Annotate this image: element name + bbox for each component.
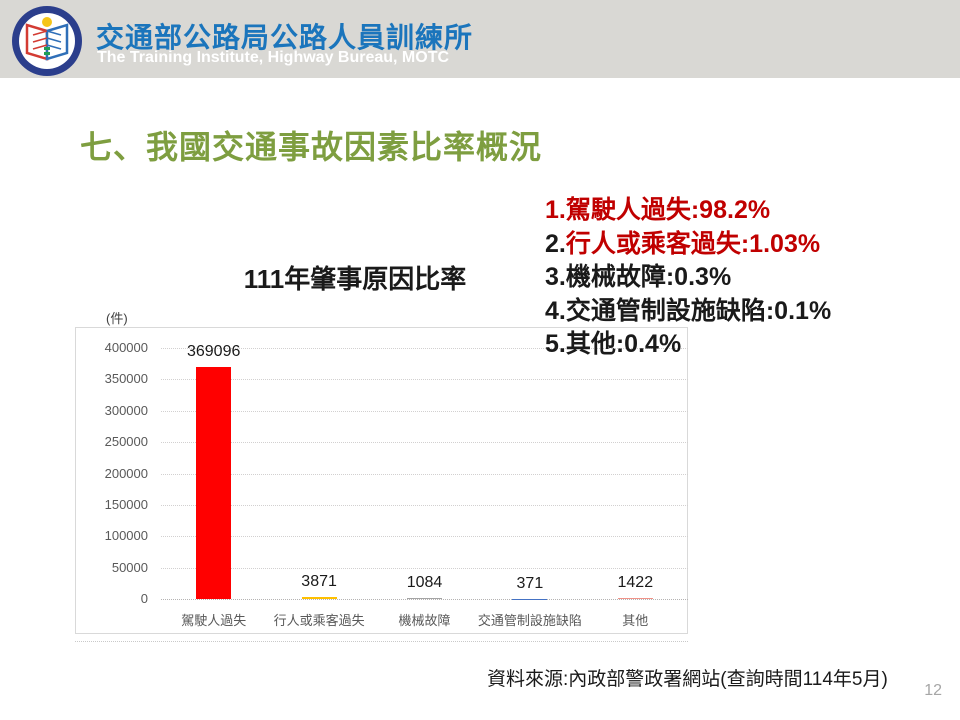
factor-item-number: 4.	[545, 296, 566, 325]
gridline	[161, 504, 688, 506]
factor-list-item: 5.其他:0.4%	[545, 328, 955, 362]
factor-list-item: 2.行人或乘客過失:1.03%	[545, 228, 955, 262]
x-axis-category-label: 交通管制設施缺陷	[477, 613, 582, 628]
factor-list-item: 3.機械故障:0.3%	[545, 261, 955, 295]
factor-item-text: 其他:0.4%	[565, 330, 682, 358]
y-axis-tick-label: 150000	[104, 496, 148, 512]
gridline	[161, 567, 688, 569]
x-axis-category-label: 行人或乘客過失	[273, 613, 365, 628]
factor-item-number: 2.	[545, 229, 566, 258]
header-title-zh: 交通部公路局公路人員訓練所	[96, 22, 474, 53]
factor-item-number: 5.	[545, 330, 566, 358]
factor-list: 1.駕駛人過失:98.2% 2.行人或乘客過失:1.03% 3.機械故障:0.3% 4…	[545, 194, 955, 362]
gridline	[161, 473, 688, 475]
bar-2	[301, 596, 337, 599]
gridline	[161, 410, 688, 412]
gridline	[161, 379, 688, 381]
page-title: 七、我國交通事故因素比率概況	[80, 129, 543, 165]
gridline	[161, 536, 688, 538]
factor-item-text: 駕駛人過失:98.2%	[565, 196, 771, 224]
x-axis-category-label: 機械故障	[398, 613, 451, 628]
y-axis-tick-label: 350000	[104, 371, 148, 387]
chart-underline	[75, 641, 688, 642]
bar-1	[196, 367, 232, 599]
factor-item-number: 1.	[545, 196, 566, 224]
x-axis-category-label: 其他	[622, 613, 649, 628]
y-axis-tick-label: 0	[140, 591, 148, 606]
y-axis-tick-label: 250000	[104, 434, 148, 450]
factor-list-item: 4.交通管制設施缺陷:0.1%	[545, 295, 955, 329]
bar-3	[407, 598, 442, 599]
gridline	[161, 442, 688, 444]
bar-data-label: 369096	[186, 343, 241, 361]
bar-data-label: 1084	[406, 574, 443, 592]
gridline	[161, 599, 688, 600]
bar-5	[617, 598, 653, 599]
gridline	[161, 348, 688, 349]
bar-data-label: 371	[516, 574, 544, 592]
factor-item-number: 3.	[545, 263, 566, 291]
institute-logo-icon	[12, 6, 82, 76]
chart-unit-label: (件)	[106, 311, 128, 326]
y-axis-tick-label: 400000	[104, 340, 148, 355]
header-band: 交通部公路局公路人員訓練所 The Training Institute, Hi…	[0, 0, 960, 78]
bar-chart: 0 50000 100000 150000 200000 250000 300000 3500…	[75, 327, 688, 634]
bar-data-label: 1422	[617, 574, 654, 592]
chart-title: 111年肇事原因比率	[243, 264, 467, 294]
y-axis-tick-label: 200000	[104, 465, 148, 481]
bar-data-label: 3871	[301, 572, 337, 590]
factor-item-text: 行人或乘客過失:1.03%	[565, 229, 821, 258]
factor-item-text: 交通管制設施缺陷:0.1%	[565, 296, 832, 325]
factor-list-item: 1.駕駛人過失:98.2%	[545, 194, 955, 228]
y-axis-tick-label: 100000	[104, 528, 148, 544]
header-title-en: The Training Institute, Highway Bureau, …	[97, 49, 450, 66]
page-number: 12	[924, 682, 942, 699]
y-axis-tick-label: 300000	[104, 402, 148, 418]
y-axis-tick-label: 50000	[111, 559, 148, 575]
source-note: 資料來源:內政部警政署網站(查詢時間114年5月)	[487, 669, 888, 690]
factor-item-text: 機械故障:0.3%	[565, 263, 732, 291]
x-axis-category-label: 駕駛人過失	[181, 613, 247, 628]
